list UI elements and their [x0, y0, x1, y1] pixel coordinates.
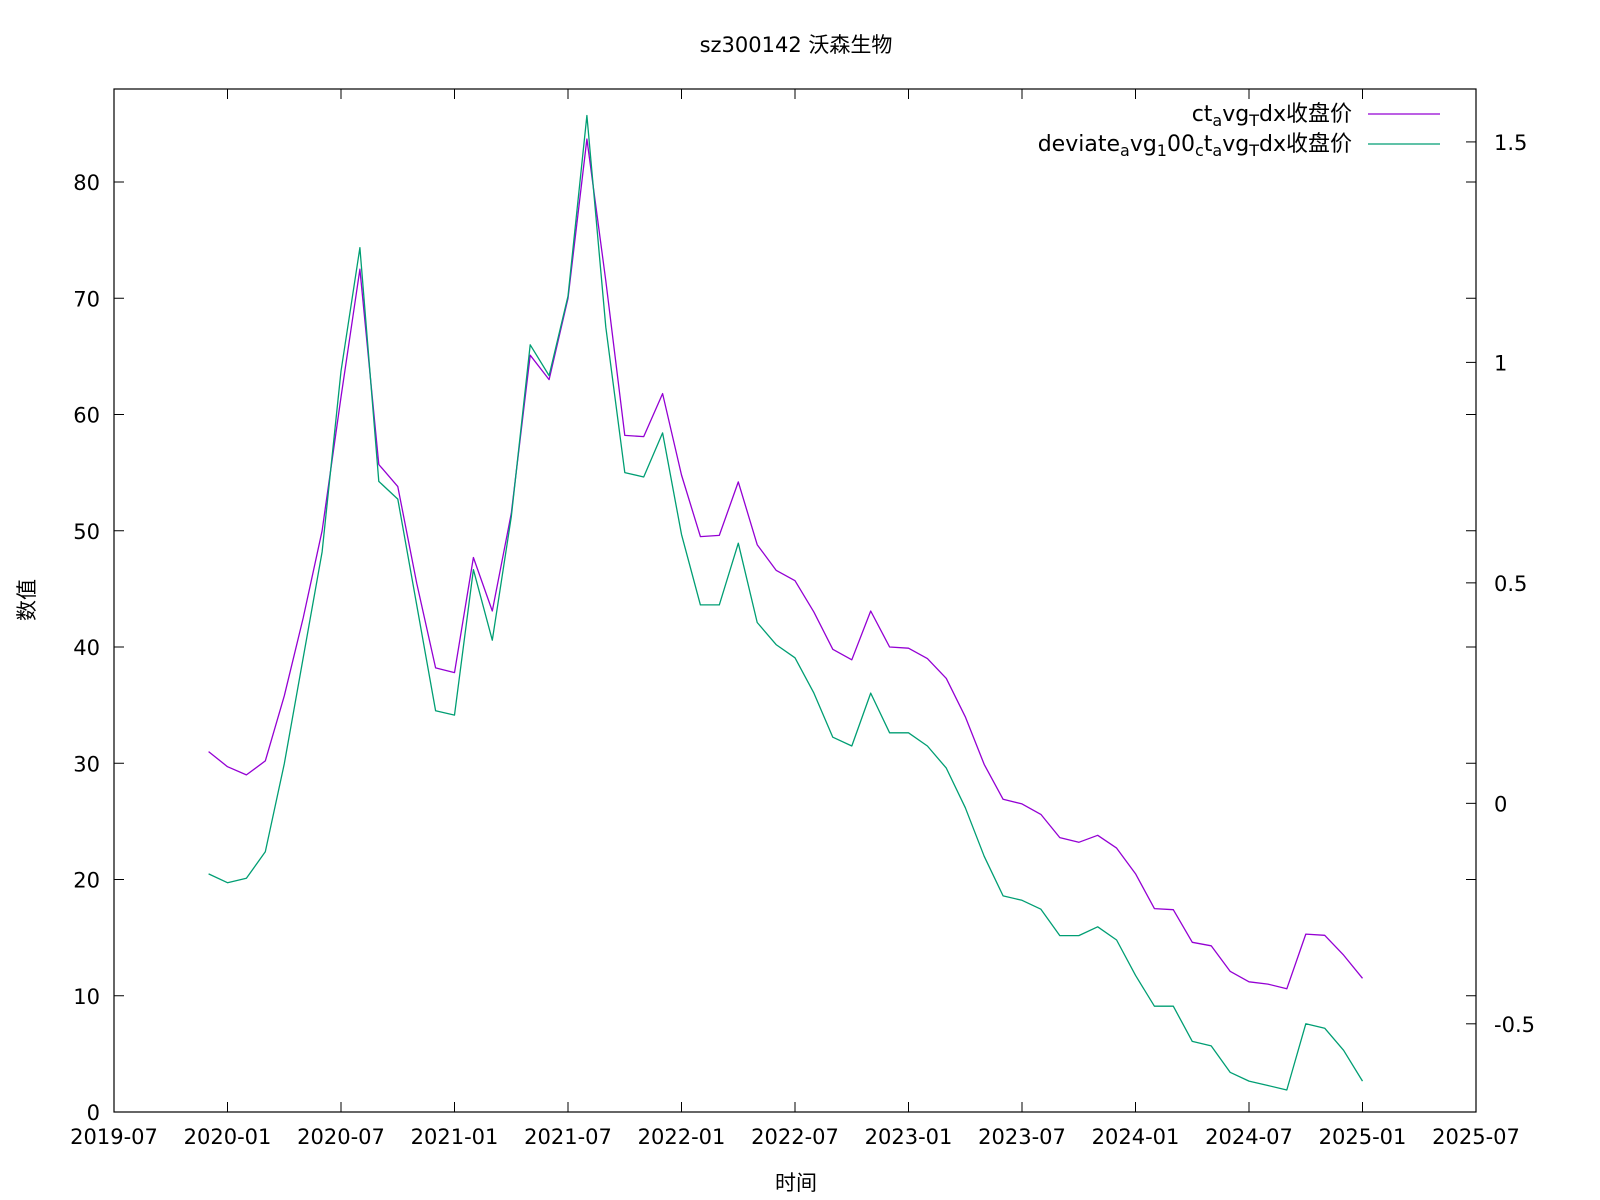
- x-tick-label: 2025-01: [1319, 1125, 1407, 1149]
- y2-tick-label: 1.5: [1494, 131, 1527, 155]
- y-axis-label: 数值: [15, 579, 39, 621]
- chart-title: sz300142 沃森生物: [700, 33, 893, 57]
- x-tick-label: 2021-01: [411, 1125, 499, 1149]
- y-axis-right: -0.5 0 0.5 1 1.5: [1466, 131, 1535, 1037]
- legend-label-2: deviateavg100ctavgTdx收盘价: [1038, 132, 1352, 160]
- x-axis-label: 时间: [775, 1171, 817, 1195]
- series-layer: [208, 114, 1364, 1091]
- y-tick-label: 40: [73, 636, 100, 660]
- x-tick-label: 2021-07: [524, 1125, 612, 1149]
- y-tick-label: 60: [73, 404, 100, 428]
- y-tick-label: 50: [73, 520, 100, 544]
- y2-tick-label: 0: [1494, 792, 1507, 816]
- y-tick-label: 0: [87, 1101, 100, 1125]
- legend-label-1: ctavgTdx收盘价: [1192, 102, 1352, 130]
- plot-area: 2019-07 2020-01 2020-07 2021-01 2021-07 2022-…: [70, 88, 1535, 1149]
- y-axis-left: 0 10 20 30 40 50 60 70 80: [73, 171, 1476, 1125]
- x-tick-label: 2020-07: [297, 1125, 385, 1149]
- y-tick-label: 30: [73, 752, 100, 776]
- series-line-1: [208, 138, 1364, 990]
- x-tick-label: 2024-07: [1205, 1125, 1293, 1149]
- x-tick-label: 2019-07: [70, 1125, 158, 1149]
- y-tick-label: 80: [73, 171, 100, 195]
- y2-tick-label: 1: [1494, 351, 1507, 375]
- x-tick-label: 2023-01: [865, 1125, 953, 1149]
- x-tick-label: 2025-07: [1432, 1125, 1520, 1149]
- y2-tick-label: 0.5: [1494, 572, 1527, 596]
- y-tick-label: 70: [73, 287, 100, 311]
- y-tick-label: 20: [73, 869, 100, 893]
- x-tick-label: 2020-01: [184, 1125, 272, 1149]
- x-tick-label: 2022-01: [638, 1125, 726, 1149]
- y2-tick-label: -0.5: [1494, 1013, 1535, 1037]
- x-axis: 2019-07 2020-01 2020-07 2021-01 2021-07 2022-…: [70, 89, 1520, 1149]
- y-tick-label: 10: [73, 985, 100, 1009]
- x-tick-label: 2023-07: [978, 1125, 1066, 1149]
- series-line-2: [208, 114, 1364, 1091]
- x-tick-label: 2022-07: [751, 1125, 839, 1149]
- x-tick-label: 2024-01: [1092, 1125, 1180, 1149]
